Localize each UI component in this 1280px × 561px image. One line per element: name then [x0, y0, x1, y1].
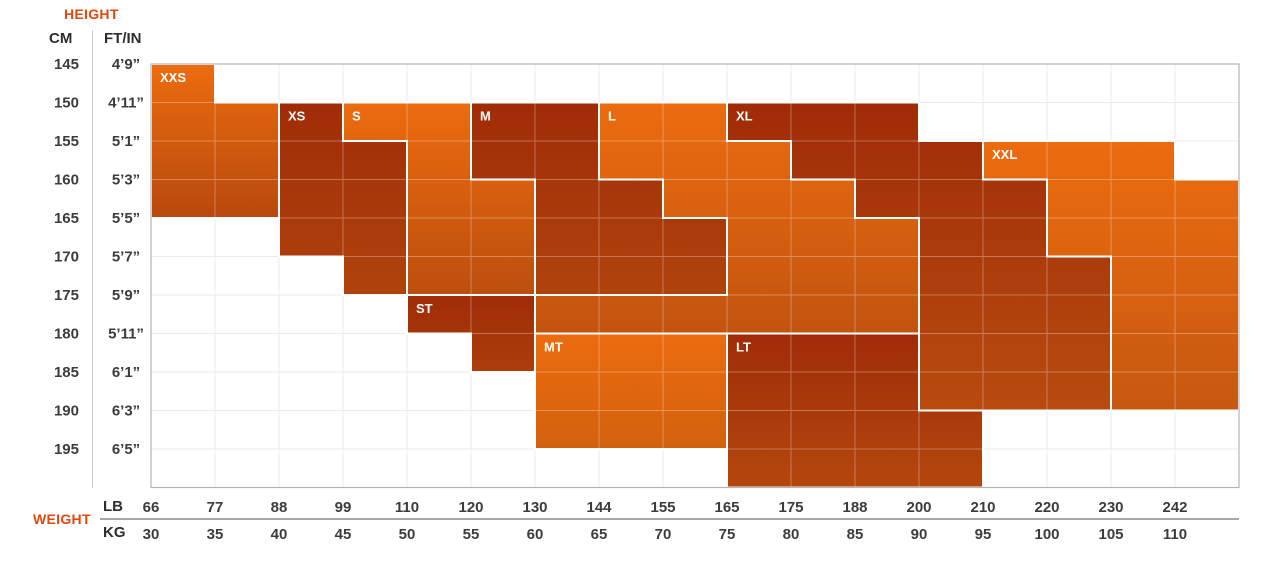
weight-lb-tick: 99 [335, 499, 352, 516]
weight-kg-tick: 75 [719, 526, 736, 543]
ftin-unit-header: FT/IN [104, 30, 142, 47]
weight-axis-title: WEIGHT [33, 511, 91, 527]
height-cm-tick: 185 [54, 364, 79, 381]
weight-lb-tick: 220 [1034, 499, 1059, 516]
weight-kg-tick: 80 [783, 526, 800, 543]
weight-kg-tick: 95 [975, 526, 992, 543]
size-region-label-st: ST [416, 301, 433, 316]
size-region-label-s: S [352, 109, 361, 124]
weight-kg-tick: 105 [1098, 526, 1123, 543]
height-cm-tick: 150 [54, 95, 79, 112]
height-cm-tick: 155 [54, 133, 79, 150]
size-region-label-xs: XS [288, 109, 306, 124]
weight-lb-tick: 120 [458, 499, 483, 516]
size-region-mt [534, 332, 728, 450]
cm-unit-header: CM [49, 30, 73, 47]
size-region-label-l: L [608, 109, 616, 124]
weight-lb-tick: 130 [522, 499, 547, 516]
height-cm-tick: 190 [54, 403, 79, 420]
cm-ftin-divider-line [92, 30, 93, 488]
height-ftin-tick: 6’5” [112, 441, 140, 458]
weight-kg-tick: 110 [1163, 526, 1187, 543]
weight-kg-tick: 65 [591, 526, 608, 543]
weight-kg-tick: 50 [399, 526, 416, 543]
lb-unit-header: LB [103, 498, 123, 515]
height-axis-title: HEIGHT [64, 6, 119, 22]
lb-kg-divider-line [100, 518, 1239, 520]
weight-lb-tick: 242 [1162, 499, 1187, 516]
height-ftin-tick: 4’9” [112, 56, 140, 73]
height-ftin-tick: 5’1” [112, 133, 140, 150]
weight-lb-tick: 165 [714, 499, 739, 516]
weight-kg-tick: 30 [143, 526, 160, 543]
weight-lb-tick: 88 [271, 499, 288, 516]
height-ftin-tick: 5’7” [112, 249, 140, 266]
weight-lb-tick: 200 [906, 499, 931, 516]
size-region-label-mt: MT [544, 340, 563, 355]
kg-unit-header: KG [103, 524, 126, 541]
height-ftin-tick: 5’5” [112, 210, 140, 227]
weight-lb-tick: 110 [395, 499, 419, 516]
height-ftin-tick: 6’3” [112, 403, 140, 420]
size-region-st [406, 294, 536, 373]
weight-lb-tick: 210 [970, 499, 995, 516]
weight-kg-tick: 85 [847, 526, 864, 543]
weight-lb-tick: 77 [207, 499, 224, 516]
weight-kg-tick: 45 [335, 526, 352, 543]
height-ftin-tick: 4’11” [108, 95, 144, 112]
weight-lb-tick: 144 [586, 499, 612, 516]
height-cm-tick: 165 [54, 210, 79, 227]
weight-lb-tick: 66 [143, 499, 160, 516]
weight-lb-tick: 188 [842, 499, 867, 516]
weight-kg-tick: 40 [271, 526, 288, 543]
height-cm-tick: 170 [54, 249, 79, 266]
height-cm-tick: 175 [54, 287, 79, 304]
size-region-label-m: M [480, 109, 491, 124]
weight-lb-tick: 155 [650, 499, 675, 516]
weight-lb-tick: 230 [1098, 499, 1123, 516]
size-region-label-lt: LT [736, 340, 751, 355]
height-cm-tick: 145 [54, 56, 79, 73]
weight-kg-tick: 90 [911, 526, 928, 543]
size-region-xxl [982, 140, 1240, 412]
height-cm-tick: 160 [54, 172, 79, 189]
size-region-label-xxs: XXS [160, 70, 186, 85]
height-cm-tick: 180 [54, 326, 79, 343]
size-region-label-xxl: XXL [992, 147, 1017, 162]
weight-kg-tick: 35 [207, 526, 224, 543]
height-ftin-tick: 5’3” [112, 172, 140, 189]
weight-kg-tick: 100 [1034, 526, 1059, 543]
height-cm-tick: 195 [54, 441, 79, 458]
weight-kg-tick: 60 [527, 526, 544, 543]
height-ftin-tick: 5’9” [112, 287, 140, 304]
weight-kg-tick: 70 [655, 526, 672, 543]
size-region-label-xl: XL [736, 109, 753, 124]
height-ftin-tick: 5’11” [108, 326, 144, 343]
weight-kg-tick: 55 [463, 526, 480, 543]
weight-lb-tick: 175 [778, 499, 803, 516]
height-ftin-tick: 6’1” [112, 364, 140, 381]
